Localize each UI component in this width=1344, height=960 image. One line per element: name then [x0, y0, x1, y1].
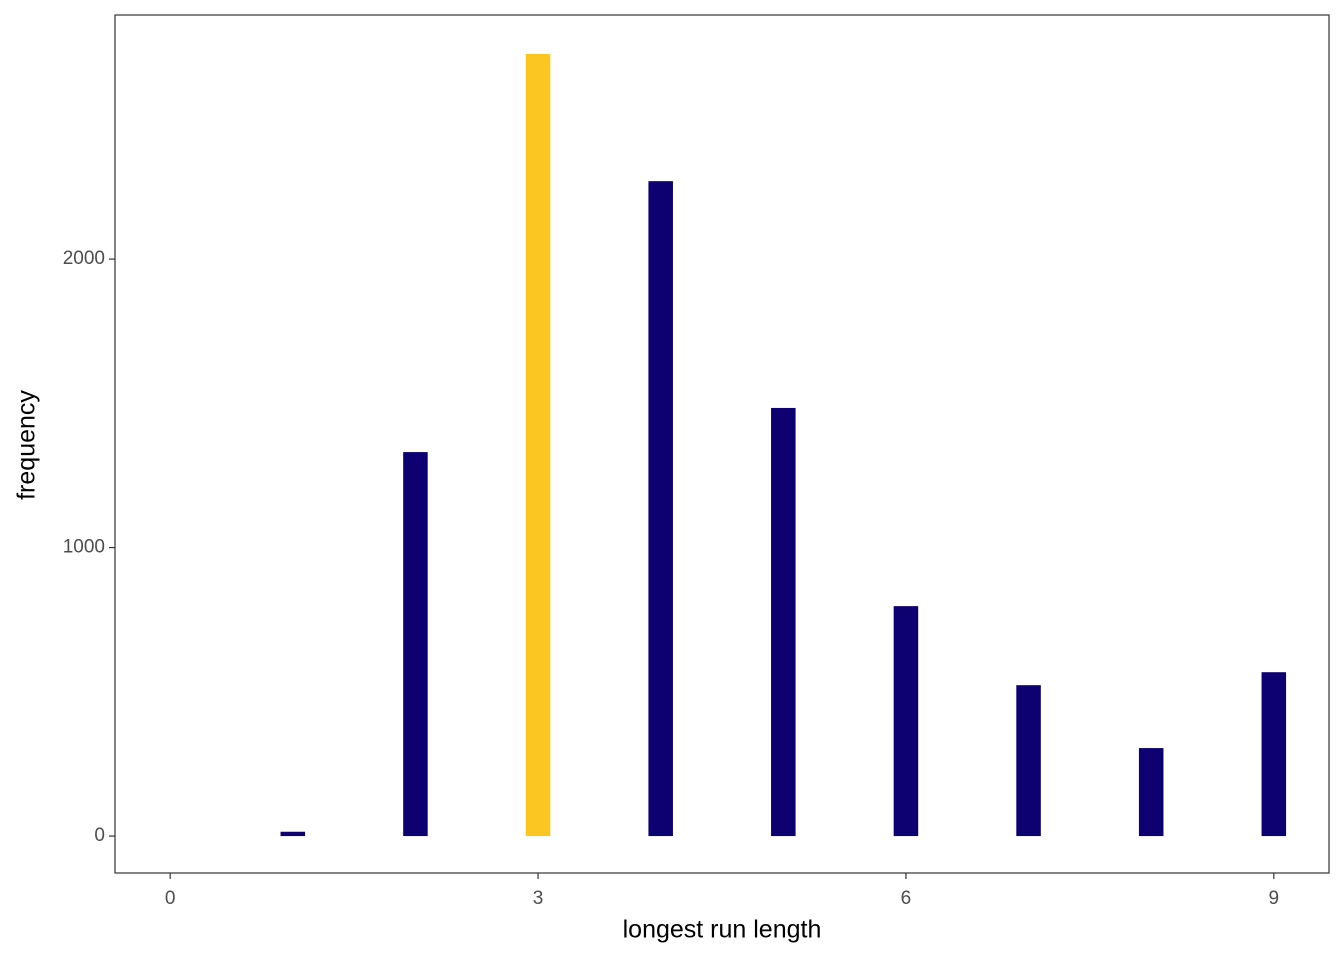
y-tick-label: 2000: [63, 248, 105, 269]
y-tick-label: 0: [94, 825, 105, 846]
x-tick-label: 3: [533, 888, 544, 909]
y-tick-label: 1000: [63, 537, 105, 558]
bar: [893, 606, 919, 837]
x-axis-title: longest run length: [623, 916, 822, 944]
bar: [525, 53, 551, 837]
bar: [771, 407, 796, 837]
bar: [648, 181, 673, 837]
bar: [403, 452, 428, 837]
bar: [280, 831, 306, 837]
plot-border: [114, 14, 1330, 874]
x-tick-label: 9: [1269, 888, 1280, 909]
bar: [1016, 685, 1041, 837]
y-axis-title: frequency: [13, 390, 41, 500]
x-tick-label: 0: [165, 888, 176, 909]
bar: [1261, 672, 1287, 837]
x-tick-label: 6: [901, 888, 912, 909]
bar: [1138, 748, 1164, 837]
